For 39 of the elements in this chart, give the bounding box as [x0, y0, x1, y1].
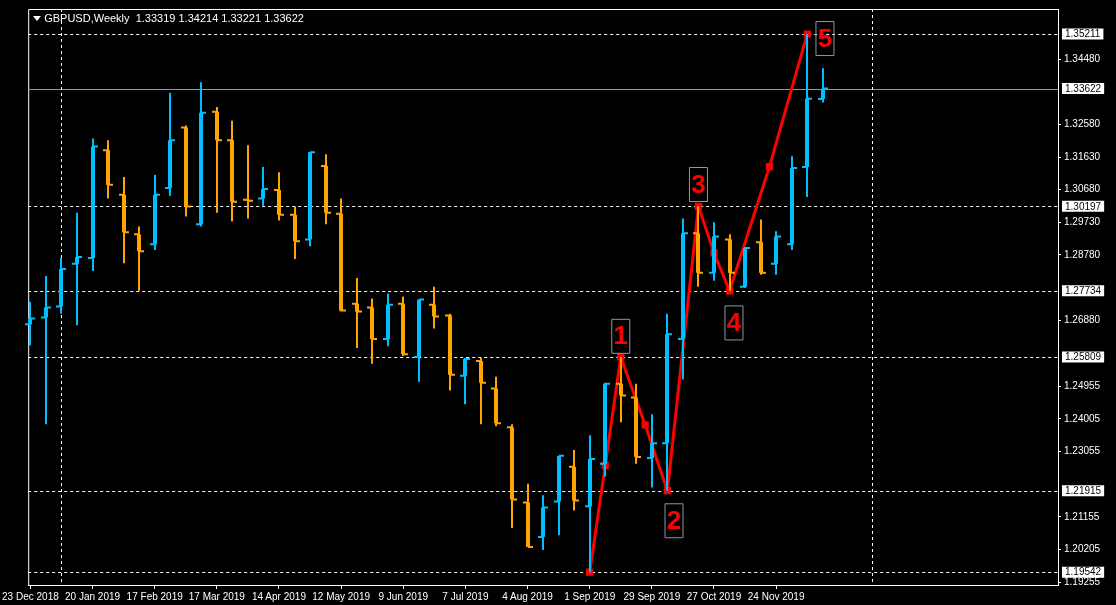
y-tick-label: 1.30680 [1064, 183, 1101, 195]
y-tick-label: 1.23055 [1064, 445, 1101, 457]
ref-line-label: 1.19542 [1065, 566, 1102, 578]
y-tick-label: 1.31630 [1064, 150, 1101, 162]
x-tick-label: 20 Jan 2019 [65, 590, 121, 602]
y-tick-label: 1.21155 [1064, 510, 1100, 522]
y-tick-label: 1.28780 [1064, 248, 1101, 260]
y-tick-label: 1.32580 [1064, 118, 1101, 130]
ref-line-label: 1.33622 [1065, 82, 1102, 94]
x-tick-label: 9 Jun 2019 [378, 590, 429, 602]
x-tick-label: 7 Jul 2019 [442, 590, 489, 602]
x-tick-label: 17 Feb 2019 [126, 590, 184, 602]
y-tick-label: 1.24955 [1064, 380, 1101, 392]
y-tick-label: 1.20205 [1064, 543, 1101, 555]
y-tick-label: 1.26880 [1064, 313, 1101, 325]
annotation: 5 [817, 22, 833, 53]
x-tick-label: 27 Oct 2019 [686, 590, 742, 602]
y-tick-label: 1.34480 [1064, 52, 1101, 64]
ref-line-label: 1.30197 [1065, 200, 1102, 212]
x-tick-label: 1 Sep 2019 [564, 590, 616, 602]
ref-line-label: 1.21915 [1065, 484, 1102, 496]
x-tick-label: 23 Dec 2018 [2, 590, 60, 602]
chart-title: GBPUSD,Weekly 1.33319 1.34214 1.33221 1.33622 [44, 12, 304, 24]
ref-line-label: 1.27734 [1065, 285, 1102, 297]
annotation: 2 [666, 504, 682, 535]
y-tick-label: 1.19255 [1064, 575, 1101, 587]
x-tick-label: 14 Apr 2019 [252, 590, 307, 602]
x-tick-label: 24 Nov 2019 [747, 590, 805, 602]
x-tick-label: 29 Sep 2019 [623, 590, 681, 602]
annotation: 1 [613, 320, 629, 351]
x-tick-label: 4 Aug 2019 [502, 590, 554, 602]
y-tick-label: 1.24005 [1064, 412, 1101, 424]
x-tick-label: 17 Mar 2019 [188, 590, 246, 602]
x-tick-label: 12 May 2019 [312, 590, 371, 602]
ref-line-label: 1.25809 [1065, 351, 1102, 363]
ref-line-label: 1.35211 [1065, 28, 1101, 40]
annotation: 4 [726, 307, 742, 338]
annotation: 3 [691, 168, 706, 199]
y-tick-label: 1.29730 [1064, 216, 1101, 228]
